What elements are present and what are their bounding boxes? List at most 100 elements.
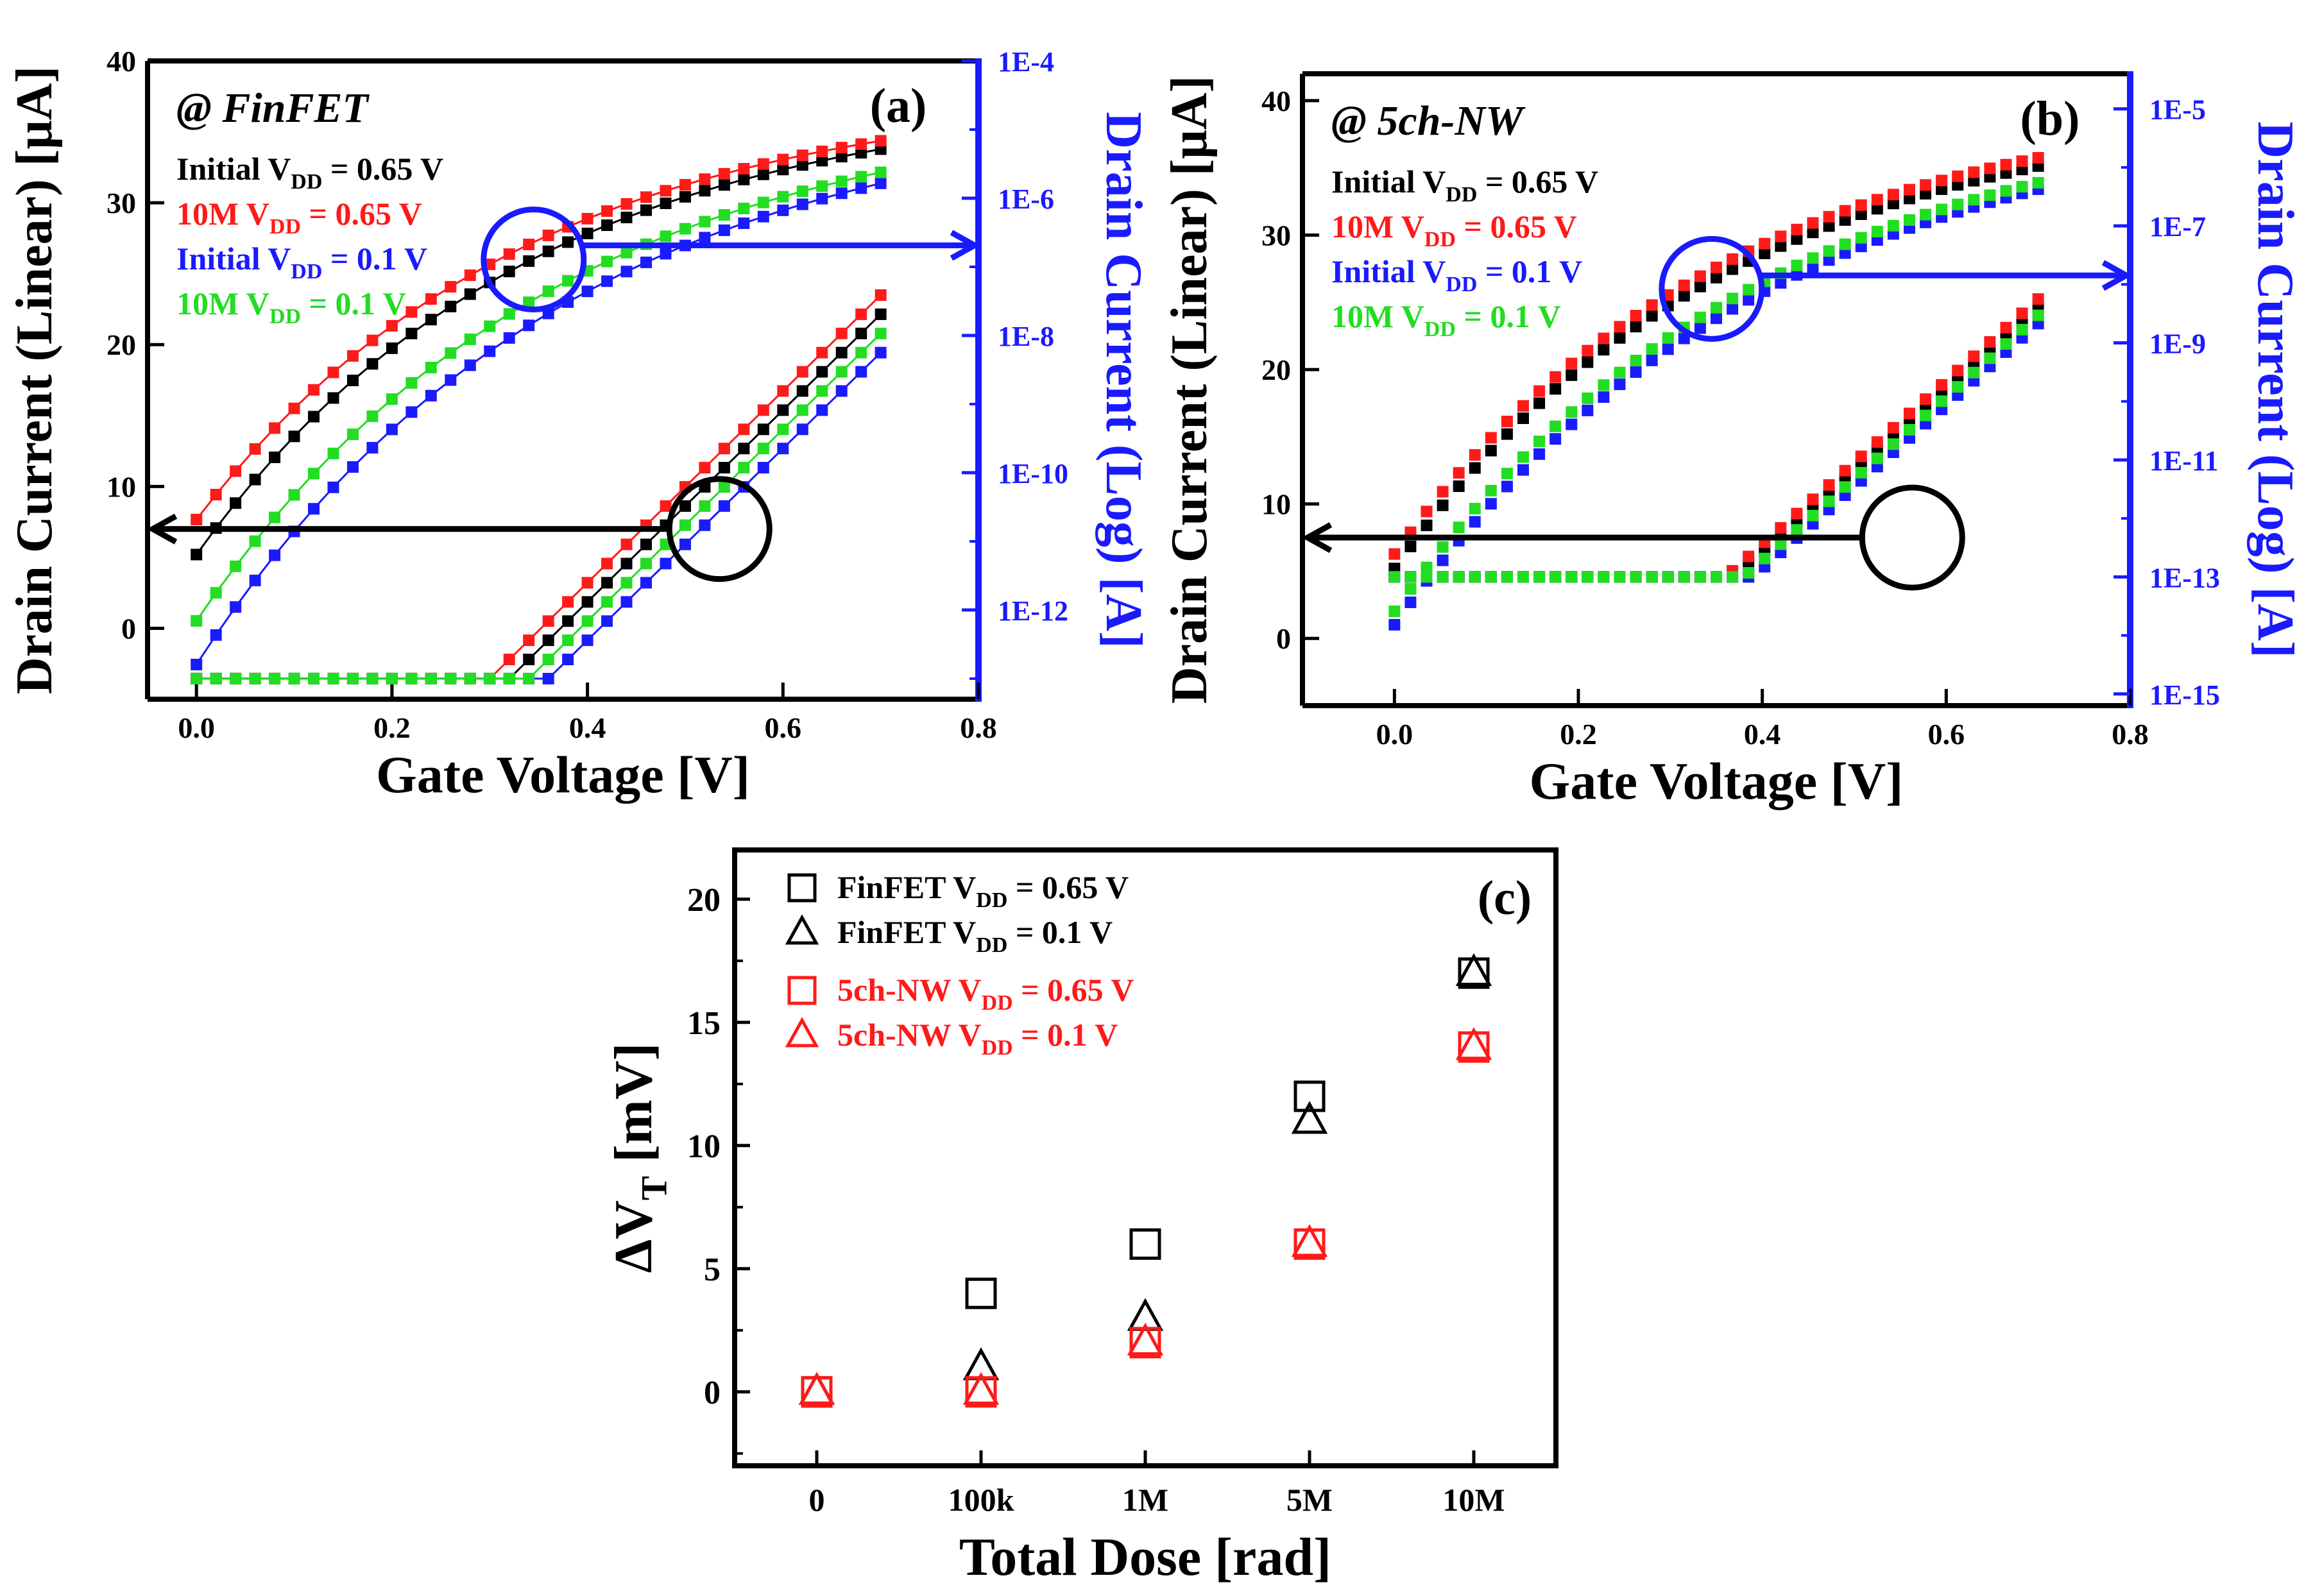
linear-point xyxy=(1485,432,1497,444)
log-point xyxy=(1388,571,1401,583)
linear-point xyxy=(1807,252,1819,264)
log-point xyxy=(1952,381,1964,393)
linear-point xyxy=(679,191,691,203)
linear-point xyxy=(269,422,281,434)
x-tick-label: 5M xyxy=(1286,1482,1333,1518)
linear-point xyxy=(1920,179,1932,191)
series-3 xyxy=(798,1027,1492,1405)
y-tick-label: 20 xyxy=(107,328,136,361)
device-label: @ FinFET xyxy=(176,85,370,132)
linear-point xyxy=(210,489,222,501)
linear-point xyxy=(523,255,535,267)
y2-axis-label: Drain Current (Log) [A] xyxy=(1095,112,1152,648)
linear-point xyxy=(210,629,222,641)
log-point xyxy=(542,672,554,684)
log-point xyxy=(1904,424,1915,436)
linear-region-circle xyxy=(481,207,587,313)
linear-point xyxy=(855,182,867,194)
series-0 xyxy=(191,143,887,684)
linear-point xyxy=(1404,596,1417,608)
log-point xyxy=(191,672,203,684)
linear-point xyxy=(640,191,652,203)
log-point xyxy=(1791,524,1803,536)
log-point xyxy=(1775,538,1787,550)
log-point xyxy=(1871,436,1883,448)
legend-entry-sub: DD xyxy=(1446,273,1477,296)
log-point xyxy=(738,443,750,455)
linear-point xyxy=(464,269,476,282)
log-point xyxy=(796,366,808,378)
linear-point xyxy=(699,185,711,197)
panel-label: (c) xyxy=(1478,871,1532,925)
linear-point xyxy=(1437,541,1449,553)
linear-point xyxy=(1904,192,1915,205)
linear-point xyxy=(1421,561,1433,573)
y2-tick-label: 1E-7 xyxy=(2149,211,2206,242)
log-point xyxy=(699,462,711,474)
log-point xyxy=(718,443,730,455)
y2-tick-label: 1E-12 xyxy=(998,595,1068,627)
linear-point xyxy=(1694,280,1706,293)
linear-point xyxy=(1936,203,1948,216)
linear-point xyxy=(601,205,613,217)
log-point xyxy=(620,557,633,570)
linear-point xyxy=(1404,540,1417,552)
linear-point xyxy=(1855,208,1867,220)
legend-entry: 10M VDD = 0.65 V xyxy=(176,196,422,239)
linear-point xyxy=(855,171,867,183)
legend-entry: FinFET VDD = 0.1 V xyxy=(837,914,1113,957)
log-point xyxy=(835,366,848,378)
linear-point xyxy=(405,306,418,318)
linear-point xyxy=(777,191,789,203)
log-point xyxy=(679,519,691,531)
linear-point xyxy=(1646,299,1658,311)
linear-point xyxy=(1791,223,1803,235)
square-point xyxy=(965,1277,997,1309)
linear-point xyxy=(875,135,887,147)
linear-point xyxy=(1469,462,1481,474)
log-point xyxy=(581,634,593,647)
linear-point xyxy=(288,430,300,443)
linear-point xyxy=(230,560,242,572)
legend-entry: 5ch-NW VDD = 0.1 V xyxy=(837,1017,1118,1060)
linear-point xyxy=(1421,520,1433,532)
log-point xyxy=(308,672,320,684)
linear-point xyxy=(2000,158,2012,171)
log-point xyxy=(855,346,867,359)
linear-point xyxy=(2032,152,2044,164)
linear-point xyxy=(875,166,887,178)
log-point xyxy=(816,404,828,416)
linear-point xyxy=(1823,210,1835,223)
log-point xyxy=(679,538,691,550)
linear-point xyxy=(1839,238,1851,250)
linear-point xyxy=(1549,383,1562,395)
log-point xyxy=(562,615,574,627)
linear-point xyxy=(1839,214,1851,226)
linear-point xyxy=(2016,181,2028,193)
log-point xyxy=(503,672,515,684)
linear-point xyxy=(738,217,750,230)
linear-point xyxy=(346,461,359,473)
linear-point xyxy=(366,334,379,346)
log-point xyxy=(1904,407,1915,420)
log-point xyxy=(1984,352,1996,364)
linear-point xyxy=(1727,293,1739,305)
legend-entry: Initial VDD = 0.1 V xyxy=(176,241,427,284)
log-point xyxy=(288,672,300,684)
linear-point xyxy=(1823,245,1835,257)
linear-point xyxy=(405,377,418,389)
linear-point xyxy=(1437,499,1449,511)
log-point xyxy=(601,596,613,608)
linear-point xyxy=(1517,412,1529,425)
linear-point xyxy=(288,402,300,414)
legend-marker xyxy=(787,976,817,1005)
series-3 xyxy=(191,166,887,684)
linear-point xyxy=(1775,240,1787,252)
log-point xyxy=(1839,481,1851,493)
log-point xyxy=(1855,450,1867,463)
legend-entry-main: FinFET V xyxy=(837,914,976,950)
linear-point xyxy=(308,468,320,480)
linear-point xyxy=(855,138,867,150)
arrow-head-right xyxy=(950,230,981,261)
linear-point xyxy=(1727,303,1739,315)
